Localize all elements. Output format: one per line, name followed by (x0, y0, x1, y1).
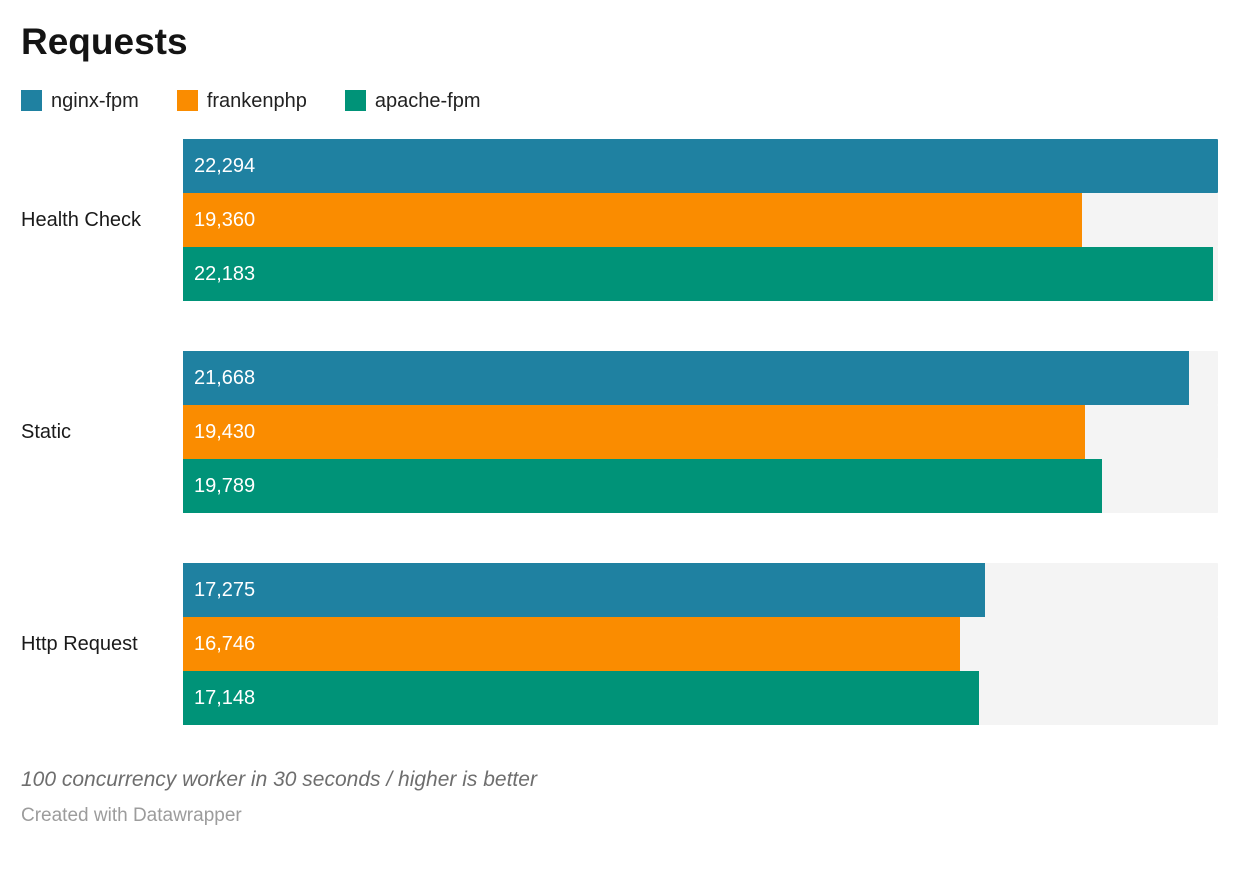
bar-value-label: 19,360 (194, 209, 256, 232)
legend-label: frankenphp (206, 89, 307, 112)
bar-chart: Health Check 22,294 19,360 22,183 Static 21,6… (21, 139, 1218, 726)
bar-value-label: 19,789 (194, 475, 256, 498)
chart-group: Health Check 22,294 19,360 22,183 (21, 139, 1218, 302)
bar-group: 22,294 19,360 22,183 (183, 139, 1218, 302)
bar-value-label: 22,294 (194, 155, 256, 178)
chart-note: 100 concurrency worker in 30 seconds / h… (21, 768, 537, 792)
bar-nginx-fpm: 21,668 (183, 351, 1189, 406)
bar-track: 19,430 (183, 405, 1218, 460)
bar-track: 19,789 (183, 459, 1218, 514)
bar-value-label: 17,148 (194, 687, 256, 710)
legend-item-nginx-fpm: nginx-fpm (21, 89, 139, 112)
legend-item-apache-fpm: apache-fpm (344, 89, 481, 112)
bar-track: 22,294 (183, 139, 1218, 194)
bar-track: 22,183 (183, 247, 1218, 302)
bar-value-label: 21,668 (194, 367, 256, 390)
category-label: Health Check (21, 208, 142, 231)
category-label: Http Request (21, 632, 138, 655)
bar-apache-fpm: 19,789 (183, 459, 1102, 514)
chart-group: Http Request 17,275 16,746 17,148 (21, 563, 1218, 726)
bar-frankenphp: 19,430 (183, 405, 1086, 460)
bar-nginx-fpm: 17,275 (183, 563, 985, 618)
legend-swatch-icon (176, 90, 198, 112)
bar-group: 21,668 19,430 19,789 (183, 351, 1218, 514)
bar-nginx-fpm: 22,294 (183, 139, 1218, 194)
bar-value-label: 19,430 (194, 421, 256, 444)
chart-title: Requests (21, 21, 188, 62)
bar-value-label: 17,275 (194, 579, 256, 602)
legend-label: nginx-fpm (51, 89, 139, 112)
bar-track: 21,668 (183, 351, 1218, 406)
legend: nginx-fpm frankenphp apache-fpm (21, 89, 1218, 112)
legend-label: apache-fpm (374, 89, 481, 112)
bar-value-label: 16,746 (194, 633, 256, 656)
chart-card: Requests nginx-fpm frankenphp apache-fpm… (0, 20, 1240, 827)
category-label: Static (21, 420, 72, 443)
chart-group: Static 21,668 19,430 19,789 (21, 351, 1218, 514)
legend-item-frankenphp: frankenphp (176, 89, 307, 112)
bar-apache-fpm: 22,183 (183, 247, 1213, 302)
bar-frankenphp: 19,360 (183, 193, 1082, 248)
bar-value-label: 22,183 (194, 263, 256, 286)
legend-swatch-icon (21, 90, 42, 112)
bar-group: 17,275 16,746 17,148 (183, 563, 1218, 726)
bar-track: 19,360 (183, 193, 1218, 248)
bar-track: 17,148 (183, 671, 1218, 726)
bar-frankenphp: 16,746 (183, 617, 961, 672)
datawrapper-credit-link[interactable]: Created with Datawrapper (21, 804, 242, 826)
chart-footer: 100 concurrency worker in 30 seconds / h… (21, 767, 1218, 827)
bar-apache-fpm: 17,148 (183, 671, 980, 726)
bar-track: 16,746 (183, 617, 1218, 672)
bar-track: 17,275 (183, 563, 1218, 618)
legend-swatch-icon (344, 90, 366, 112)
